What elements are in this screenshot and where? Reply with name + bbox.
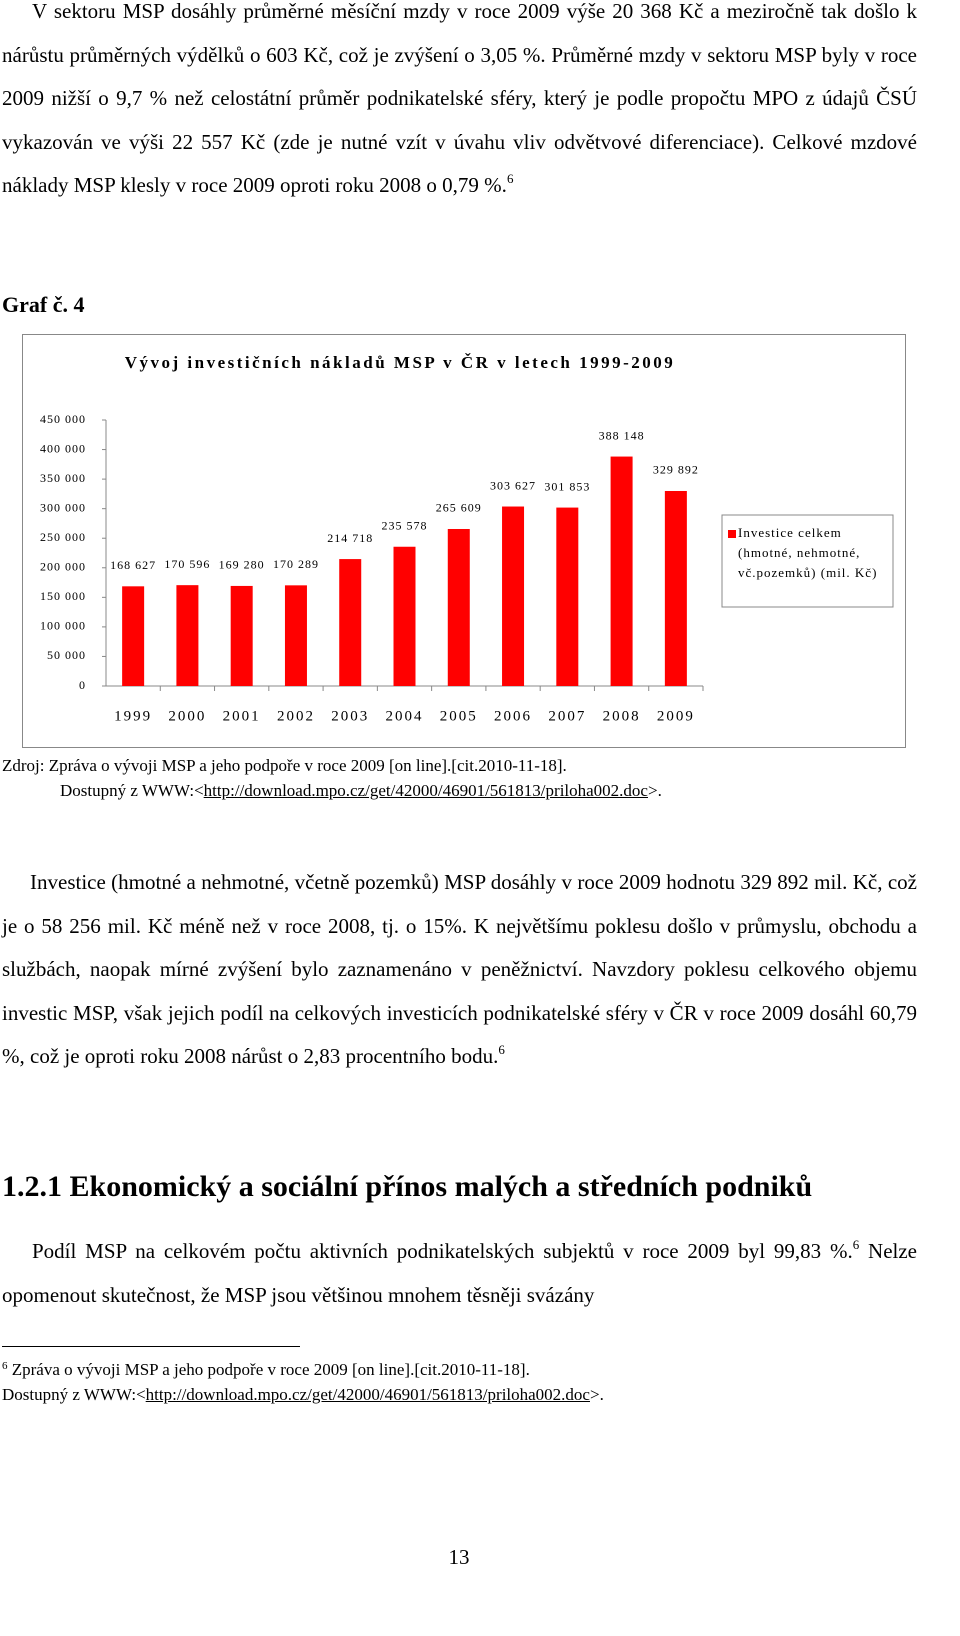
footnote-mark: 6 <box>2 1360 8 1372</box>
bar <box>339 559 362 686</box>
footnote-ref: 6 <box>498 1042 505 1057</box>
legend-item: Investice celkem (hmotné, nehmotné, vč.p… <box>738 525 878 580</box>
x-tick-label: 2009 <box>657 708 695 724</box>
legend-label: Investice celkem (hmotné, nehmotné, vč.p… <box>738 525 878 580</box>
y-tick-label: 350 000 <box>40 471 86 485</box>
legend-box <box>721 514 894 608</box>
bar <box>502 506 525 686</box>
heading: 1.2.1 Ekonomický a sociální přínos malýc… <box>2 1170 813 1203</box>
source: Zdroj: Zpráva o vývoji MSP a jeho podpoř… <box>2 753 917 803</box>
page-number: 13 <box>448 1545 470 1569</box>
value-label: 170 596 <box>164 557 210 571</box>
y-tick-label: 50 000 <box>47 648 86 662</box>
x-tick-label: 2005 <box>440 708 478 724</box>
bar <box>556 507 579 686</box>
link[interactable]: http://download.mpo.cz/get/42000/46901/5… <box>145 1385 590 1404</box>
footnote: 6 Zpráva o vývoji MSP a jeho podpoře v r… <box>2 1357 917 1407</box>
chart: Vývoj investičních nákladů MSP v ČR v le… <box>22 334 906 748</box>
y-tick-label: 0 <box>79 678 86 692</box>
bar <box>122 586 145 686</box>
bar <box>393 546 416 686</box>
text: V sektoru MSP dosáhly průměrné měsíční m… <box>2 0 917 197</box>
text: >. <box>647 781 662 800</box>
text: Dostupný z WWW:< <box>60 781 204 800</box>
x-tick-label: 2003 <box>331 708 369 724</box>
text: Zpráva o vývoji MSP a jeho podpoře v roc… <box>7 1360 530 1379</box>
bar <box>664 490 687 686</box>
paragraph: Podíl MSP na celkovém počtu aktivních po… <box>2 1230 917 1317</box>
value-label: 265 609 <box>436 501 482 515</box>
link[interactable]: http://download.mpo.cz/get/42000/46901/5… <box>203 781 648 800</box>
y-tick-label: 250 000 <box>40 530 86 544</box>
figure-label: Graf č. 4 <box>2 292 85 317</box>
chart-title: Vývoj investičních nákladů MSP v ČR v le… <box>125 353 676 372</box>
x-tick-label: 2002 <box>277 708 315 724</box>
x-tick-label: 2006 <box>494 708 532 724</box>
text: >. <box>589 1385 604 1404</box>
y-tick-label: 450 000 <box>40 412 86 426</box>
source-line: Zdroj: Zpráva o vývoji MSP a jeho podpoř… <box>2 756 567 775</box>
x-tick-label: 2001 <box>223 708 261 724</box>
bar <box>230 585 253 686</box>
y-tick-label: 400 000 <box>40 441 86 455</box>
footnote-line: 6 Zpráva o vývoji MSP a jeho podpoře v r… <box>2 1357 917 1382</box>
value-label: 329 892 <box>653 463 699 477</box>
x-tick-label: 2007 <box>548 708 586 724</box>
footnote-rule <box>2 1346 300 1347</box>
text: Nelze opomenout skutečnost, že MSP jsou … <box>2 1239 917 1307</box>
footnote-line: Dostupný z WWW:<http://download.mpo.cz/g… <box>2 1382 917 1407</box>
value-label: 169 280 <box>219 558 265 572</box>
bar <box>176 585 199 686</box>
value-label: 170 289 <box>273 557 319 571</box>
x-tick-label: 2000 <box>168 708 206 724</box>
paragraph: Investice (hmotné a nehmotné, včetně poz… <box>2 861 917 1079</box>
y-tick-label: 300 000 <box>40 500 86 514</box>
bar <box>284 585 307 686</box>
y-tick-label: 150 000 <box>40 589 86 603</box>
y-tick-label: 100 000 <box>40 619 86 633</box>
y-tick-label: 200 000 <box>40 560 86 574</box>
footnote-ref: 6 <box>506 171 514 186</box>
source-line: Dostupný z WWW:<http://download.mpo.cz/g… <box>2 778 917 803</box>
text: Investice (hmotné a nehmotné, včetně poz… <box>2 870 917 1068</box>
value-label: 235 578 <box>382 518 428 532</box>
footnote-ref: 6 <box>852 1237 860 1252</box>
text: Podíl MSP na celkovém počtu aktivních po… <box>32 1239 853 1263</box>
text: Dostupný z WWW:< <box>2 1385 146 1404</box>
legend-swatch <box>728 530 736 538</box>
chart-frame <box>22 334 906 748</box>
value-label: 388 148 <box>599 428 645 442</box>
x-tick-label: 1999 <box>114 708 152 724</box>
value-label: 168 627 <box>110 558 156 572</box>
value-label: 214 718 <box>327 531 373 545</box>
paragraph: V sektoru MSP dosáhly průměrné měsíční m… <box>2 0 917 208</box>
bar <box>447 528 470 686</box>
bar <box>610 456 633 686</box>
value-label: 301 853 <box>544 479 590 493</box>
x-tick-label: 2004 <box>386 708 424 724</box>
value-label: 303 627 <box>490 478 536 492</box>
x-tick-label: 2008 <box>603 708 641 724</box>
